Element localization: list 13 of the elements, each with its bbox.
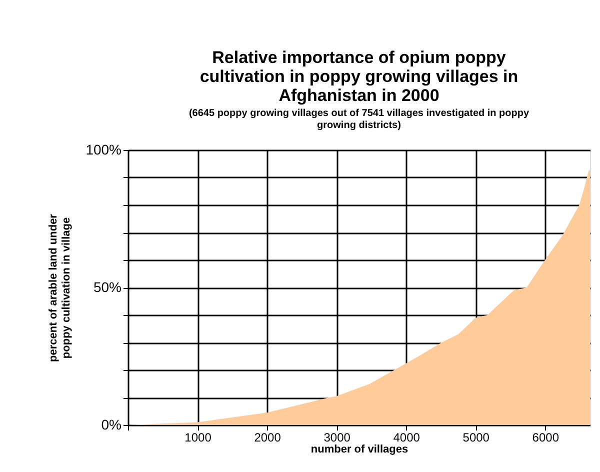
x-tick-label: 5000	[462, 430, 490, 444]
y-tick-label: 0%	[101, 416, 122, 432]
x-tick-label: 2000	[254, 430, 282, 444]
x-axis-title: number of villages	[310, 444, 408, 456]
chart-subtitle: (6645 poppy growing villages out of 7541 villages investigated in poppy growing districts)	[188, 108, 530, 131]
x-tick-label: 4000	[393, 430, 420, 444]
x-tick-label: 3000	[324, 430, 351, 444]
x-tick-label: 1000	[184, 430, 212, 444]
y-axis-title: percent of arable land under poppy cultivation in village	[48, 213, 73, 362]
x-tick-label: 6000	[532, 430, 560, 444]
y-tick-label: 100%	[86, 142, 122, 158]
chart-title: Relative importance of opium poppy cultivation in poppy growing villages in Afghanistan in 2000	[200, 48, 518, 105]
y-tick-label: 50%	[93, 279, 122, 295]
